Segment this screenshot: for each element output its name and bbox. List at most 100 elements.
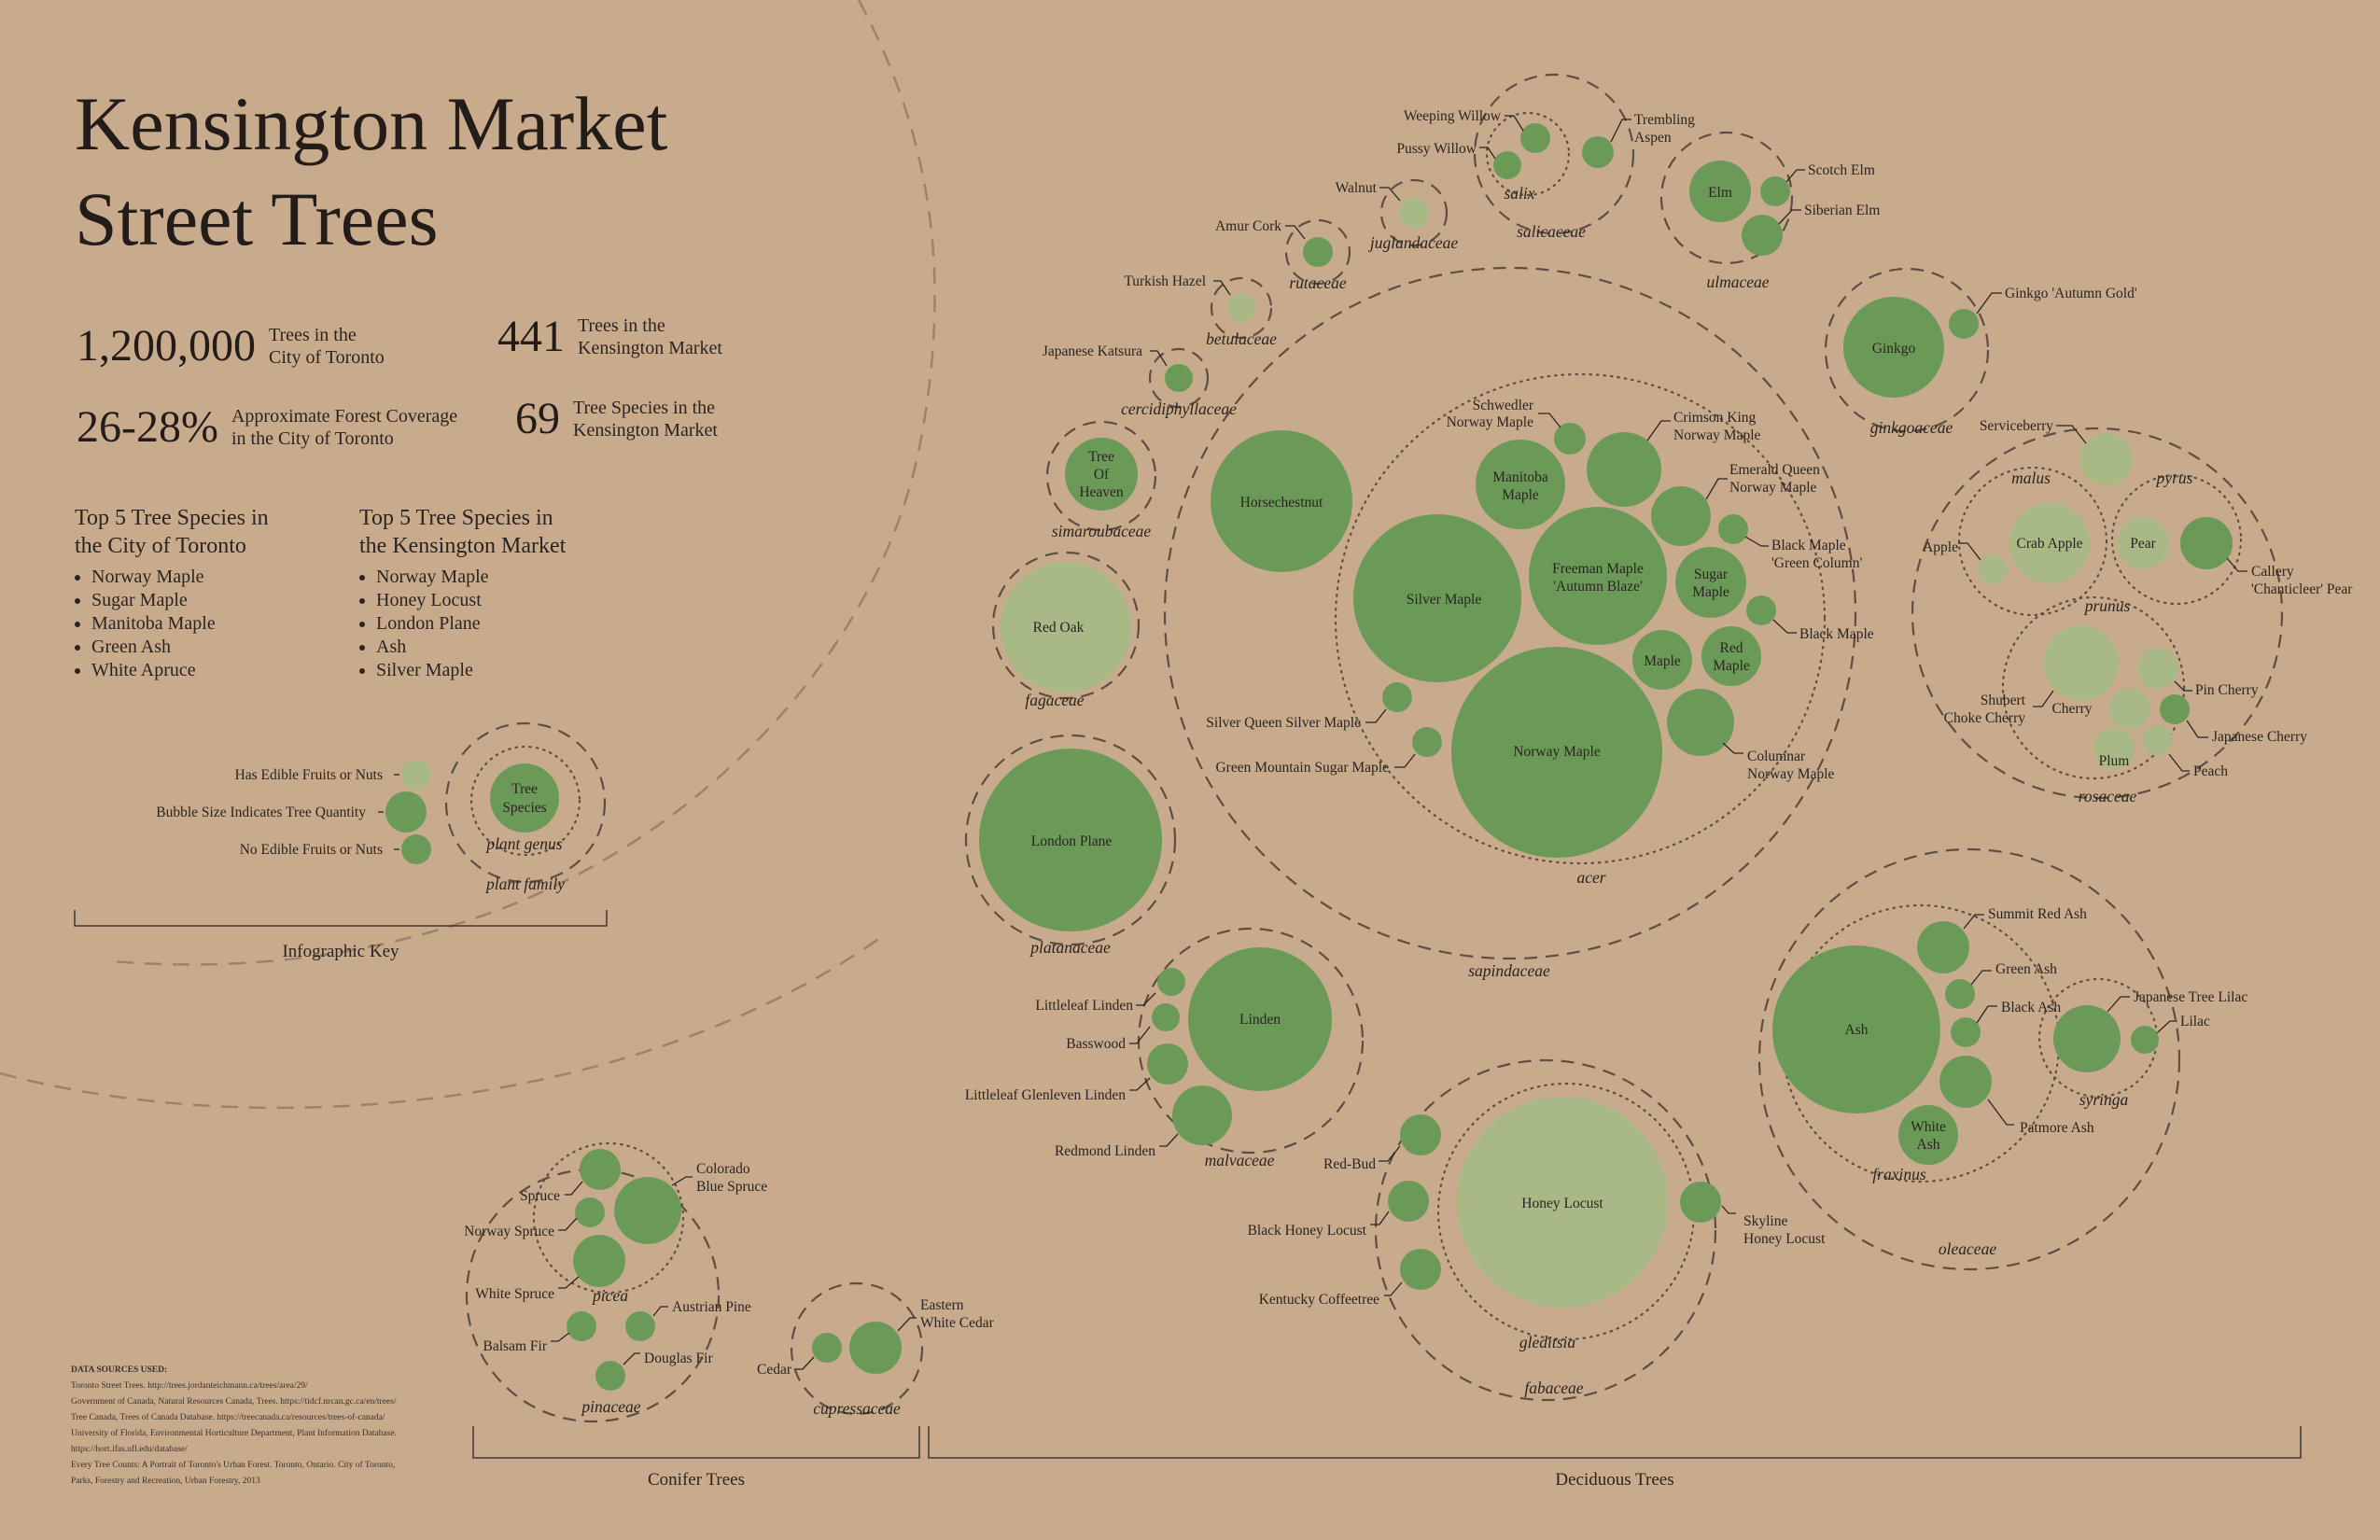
family-label: fabaceae bbox=[1524, 1379, 1583, 1397]
species-bubble-japanese-katsura bbox=[1165, 364, 1193, 392]
family-pinaceae: Spruce Colorado Blue Spruce Norway Spruc… bbox=[464, 1141, 767, 1423]
species-label: Japanese Cherry bbox=[2212, 729, 2307, 745]
species-label: Crimson King bbox=[1673, 410, 1757, 426]
species-bubble-pin-cherry bbox=[2137, 648, 2178, 689]
species-bubble-douglas-fir bbox=[595, 1361, 625, 1391]
species-bubble-pussy-willow bbox=[1493, 151, 1521, 179]
species-label: Eastern bbox=[920, 1297, 964, 1313]
page-title-line2: Street Trees bbox=[75, 176, 439, 261]
stat-species-count: 69 Tree Species in the Kensington Market bbox=[515, 393, 718, 444]
species-label: Schwedler bbox=[1473, 398, 1534, 413]
list-item: Ash bbox=[376, 636, 566, 659]
species-bubble-white-ash bbox=[1898, 1105, 1958, 1165]
species-label: Ash bbox=[1917, 1137, 1940, 1153]
species-bubble-pear bbox=[2117, 517, 2169, 569]
species-bubble-sugar-maple bbox=[1675, 547, 1746, 618]
key-no-edible-label: No Edible Fruits or Nuts bbox=[240, 842, 383, 858]
species-bubble-patmore-ash bbox=[1939, 1056, 1992, 1108]
species-label: Maple bbox=[1502, 487, 1539, 503]
genus-label: salix bbox=[1504, 184, 1534, 203]
top5-kensington-heading: Top 5 Tree Species in the Kensington Mar… bbox=[359, 506, 567, 558]
species-bubble-shubert-choke-cherry bbox=[2044, 625, 2119, 700]
source-line: Toronto Street Trees. http://trees.jorda… bbox=[71, 1381, 308, 1391]
species-label: Horsechestnut bbox=[1240, 495, 1323, 511]
list-item: London Plane bbox=[376, 612, 566, 636]
family-malvaceae: Linden Littleleaf Linden Basswood Little… bbox=[965, 927, 1365, 1169]
list-item: Manitoba Maple bbox=[91, 612, 269, 636]
list-item: Sugar Maple bbox=[91, 589, 269, 612]
species-label: Walnut bbox=[1336, 180, 1378, 196]
family-cupressaceae: Cedar Eastern White Cedar cupressaceae bbox=[757, 1281, 995, 1418]
key-edible-bubble bbox=[401, 760, 431, 790]
species-label: Red-Bud bbox=[1323, 1156, 1376, 1172]
family-label: simaroubaceae bbox=[1052, 522, 1152, 540]
species-label: Honey Locust bbox=[1743, 1231, 1826, 1247]
species-label: Japanese Tree Lilac bbox=[2134, 989, 2247, 1005]
stat-value: 26-28% bbox=[77, 402, 218, 452]
species-label: Weeping Willow bbox=[1404, 108, 1502, 124]
species-label: Pussy Willow bbox=[1396, 141, 1477, 157]
genus-label: gleditsia bbox=[1519, 1333, 1576, 1351]
species-label: Patmore Ash bbox=[2020, 1120, 2094, 1136]
family-label: rutaceae bbox=[1289, 273, 1346, 292]
infographic-key: Has Edible Fruits or Nuts Bubble Size In… bbox=[74, 721, 608, 961]
species-bubble-black-maple bbox=[1746, 595, 1776, 625]
species-label: Ginkgo 'Autumn Gold' bbox=[2005, 286, 2137, 301]
stat-label: Trees in the Kensington Market bbox=[578, 315, 722, 358]
species-bubble-peach bbox=[2143, 725, 2173, 755]
species-bubble-littleleaf-linden bbox=[1157, 968, 1185, 996]
stat-kensington-trees: 441 Trees in the Kensington Market bbox=[497, 311, 722, 362]
top5-toronto-heading: Top 5 Tree Species in the City of Toront… bbox=[75, 506, 269, 558]
species-label: Siberian Elm bbox=[1804, 203, 1880, 218]
species-label: White bbox=[1911, 1119, 1946, 1135]
species-label: Shubert bbox=[1981, 693, 2026, 708]
species-label: Trembling bbox=[1634, 112, 1695, 128]
species-label: Amur Cork bbox=[1215, 218, 1281, 234]
species-bubble-red-oak bbox=[1001, 562, 1131, 693]
family-salicaceae: Weeping Willow Pussy Willow Trembling As… bbox=[1396, 73, 1695, 241]
family-simaroubaceae: Tree Of Heaven simaroubaceae bbox=[1045, 420, 1157, 540]
species-bubble-littleleaf-glenleven-linden bbox=[1147, 1043, 1188, 1085]
species-label: Pin Cherry bbox=[2195, 682, 2259, 698]
key-caption: Infographic Key bbox=[282, 942, 399, 961]
species-label: Basswood bbox=[1066, 1036, 1126, 1052]
species-bubble-crimson-king-norway-maple bbox=[1587, 432, 1661, 507]
species-label: Littleleaf Linden bbox=[1035, 998, 1133, 1014]
list-item: Honey Locust bbox=[376, 589, 566, 612]
species-bubble-cedar bbox=[812, 1333, 842, 1363]
species-label: Blue Spruce bbox=[696, 1179, 767, 1195]
source-line: https://hort.ifas.ufl.edu/database/ bbox=[71, 1445, 188, 1454]
species-label: Pear bbox=[2130, 536, 2156, 552]
family-rutaceae: Amur Cork rutaceae bbox=[1215, 218, 1351, 292]
genus-label: acer bbox=[1576, 868, 1605, 887]
species-label: Linden bbox=[1239, 1012, 1281, 1028]
species-label: Norway Maple bbox=[1729, 480, 1817, 496]
species-bubble-red-bud bbox=[1400, 1114, 1441, 1155]
species-label: Maple bbox=[1692, 584, 1729, 600]
species-label: Japanese Katsura bbox=[1043, 343, 1142, 359]
species-label: Crab Apple bbox=[2016, 536, 2082, 552]
species-label: Summit Red Ash bbox=[1988, 906, 2087, 922]
source-line: University of Florida, Environmental Hor… bbox=[71, 1429, 398, 1438]
list-item: Norway Maple bbox=[376, 566, 566, 589]
species-label: Apple bbox=[1923, 539, 1958, 555]
genus-label: syringa bbox=[2079, 1090, 2129, 1109]
conifer-label: Conifer Trees bbox=[648, 1470, 745, 1490]
species-label: Silver Maple bbox=[1407, 592, 1482, 608]
species-bubble-freeman-maple bbox=[1529, 507, 1667, 645]
key-species-line2: Species bbox=[502, 800, 546, 816]
species-label: Ash bbox=[1845, 1022, 1869, 1038]
species-label: Aspen bbox=[1634, 130, 1672, 146]
species-bubble-horsechestnut bbox=[1211, 430, 1352, 572]
species-label: Scotch Elm bbox=[1808, 162, 1875, 178]
stat-toronto-trees: 1,200,000 Trees in the City of Toronto bbox=[77, 320, 385, 371]
species-bubble-spruce bbox=[580, 1149, 621, 1190]
species-bubble-skyline-honey-locust bbox=[1680, 1182, 1721, 1223]
top5-kensington: Top 5 Tree Species in the Kensington Mar… bbox=[359, 504, 566, 682]
species-bubble-norway-spruce bbox=[575, 1197, 605, 1227]
species-label: Serviceberry bbox=[1980, 418, 2053, 434]
family-label: rosaceae bbox=[2079, 787, 2137, 805]
species-bubble-schwedler-norway-maple bbox=[1554, 423, 1586, 455]
list-item: White Apruce bbox=[91, 659, 269, 682]
stat-value: 69 bbox=[515, 394, 560, 443]
